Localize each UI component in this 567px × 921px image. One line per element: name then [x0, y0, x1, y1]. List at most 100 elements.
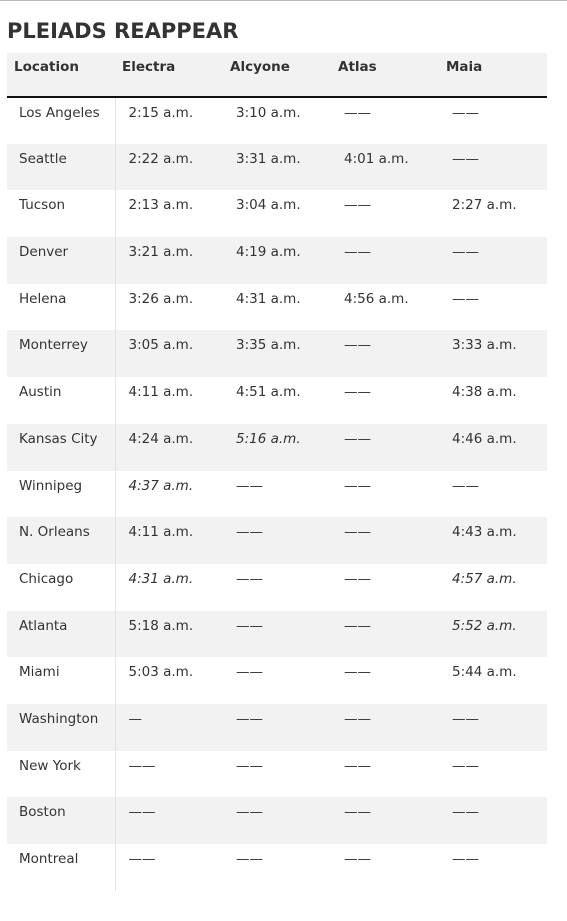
time-cell: 4:46 a.m. [439, 423, 547, 471]
column-header: Electra [115, 53, 223, 98]
time-cell: —— [344, 570, 371, 587]
time-cell: 3:04 a.m. [236, 197, 301, 214]
time-cell: —— [236, 664, 263, 681]
location-cell: Chicago [7, 563, 116, 611]
header-row: Location Electra Alcyone Atlas Maia [7, 53, 547, 98]
time-cell: —— [344, 664, 371, 681]
location-cell: Helena [7, 283, 116, 331]
time-cell: —— [223, 610, 331, 658]
time-cell: —— [439, 797, 547, 844]
table-header: Location Electra Alcyone Atlas Maia [7, 53, 547, 98]
time-cell: 5:44 a.m. [452, 664, 517, 681]
table-row: Washington — —— —— —— [7, 703, 547, 751]
time-cell: 4:11 a.m. [128, 384, 194, 401]
table-row: Denver 3:21 a.m. 4:19 a.m. —— —— [7, 237, 547, 284]
time-cell: —— [223, 517, 331, 564]
column-header: Location [7, 53, 115, 98]
time-cell: —— [331, 423, 439, 471]
location-cell: Boston [7, 797, 116, 844]
table-row: Chicago 4:31 a.m. —— —— 4:57 a.m. [7, 563, 547, 611]
location-cell: Winnipeg [7, 470, 116, 518]
time-cell: 3:05 a.m. [115, 330, 223, 378]
time-cell: —— [236, 757, 263, 774]
time-cell: 4:43 a.m. [439, 517, 547, 564]
time-cell: 5:03 a.m. [128, 664, 194, 681]
time-cell: —— [128, 757, 156, 774]
time-cell: —— [344, 197, 371, 214]
location-cell: New York [7, 750, 116, 798]
table-row: Miami 5:03 a.m. —— —— 5:44 a.m. [7, 657, 547, 704]
location-cell: Washington [7, 703, 116, 751]
column-header: Maia [439, 53, 547, 98]
time-cell: —— [439, 703, 547, 751]
table-row: N. Orleans 4:11 a.m. —— —— 4:43 a.m. [7, 517, 547, 564]
time-cell: —— [452, 757, 479, 774]
time-cell: —— [223, 797, 331, 844]
time-cell: 4:38 a.m. [452, 384, 517, 401]
time-cell: 4:31 a.m. [236, 290, 301, 307]
time-cell: 2:27 a.m. [452, 197, 517, 214]
time-cell: 2:15 a.m. [128, 105, 194, 121]
time-cell: —— [331, 237, 439, 284]
time-cell: 2:13 a.m. [128, 197, 194, 214]
table-row: Monterrey 3:05 a.m. 3:35 a.m. —— 3:33 a.m. [7, 330, 547, 378]
time-cell: 3:21 a.m. [115, 237, 223, 284]
column-header: Atlas [331, 53, 439, 98]
time-cell: —— [236, 477, 263, 494]
time-cell: —— [331, 703, 439, 751]
location-cell: N. Orleans [7, 517, 116, 564]
table-row: Austin 4:11 a.m. 4:51 a.m. —— 4:38 a.m. [7, 377, 547, 424]
time-cell: —— [331, 797, 439, 844]
time-cell: 4:56 a.m. [344, 290, 409, 307]
table-row: Boston —— —— —— —— [7, 797, 547, 844]
time-cell: 4:24 a.m. [115, 423, 223, 471]
time-cell: —— [115, 797, 223, 844]
table-row: Kansas City 4:24 a.m. 5:16 a.m. —— 4:46 a.m. [7, 423, 547, 471]
time-cell: 4:37 a.m. [128, 477, 194, 494]
time-cell: —— [344, 105, 371, 121]
time-cell: —— [236, 851, 263, 867]
time-cell: —— [439, 143, 547, 191]
location-cell: Seattle [7, 143, 116, 191]
time-cell: —— [452, 851, 479, 867]
location-cell: Montreal [7, 844, 116, 891]
time-cell: 2:22 a.m. [115, 143, 223, 191]
time-cell: —— [344, 757, 371, 774]
time-cell: 3:33 a.m. [439, 330, 547, 378]
table-row: Los Angeles 2:15 a.m. 3:10 a.m. —— —— [7, 97, 547, 144]
time-cell: —— [452, 105, 479, 121]
time-cell: —— [223, 703, 331, 751]
time-cell: 3:10 a.m. [236, 105, 301, 121]
time-cell: 4:19 a.m. [223, 237, 331, 284]
time-cell: —— [128, 851, 156, 867]
time-cell: 4:57 a.m. [452, 570, 517, 587]
time-cell: —— [452, 290, 479, 307]
location-cell: Kansas City [7, 423, 116, 471]
time-cell: 5:16 a.m. [223, 423, 331, 471]
table-row: Winnipeg 4:37 a.m. —— —— —— [7, 470, 547, 518]
time-cell: 4:31 a.m. [128, 570, 194, 587]
time-cell: —— [344, 851, 371, 867]
time-cell: —— [344, 477, 371, 494]
time-cell: 4:51 a.m. [236, 384, 301, 401]
time-cell: 5:18 a.m. [115, 610, 223, 658]
table-row: New York —— —— —— —— [7, 750, 547, 798]
time-cell: 3:26 a.m. [128, 290, 194, 307]
table-row: Helena 3:26 a.m. 4:31 a.m. 4:56 a.m. —— [7, 283, 547, 331]
table-row: Tucson 2:13 a.m. 3:04 a.m. —— 2:27 a.m. [7, 190, 547, 238]
column-header: Alcyone [223, 53, 331, 98]
location-cell: Tucson [7, 190, 116, 238]
location-cell: Los Angeles [7, 97, 116, 144]
time-cell: 4:01 a.m. [331, 143, 439, 191]
time-cell: 3:31 a.m. [223, 143, 331, 191]
table-row: Seattle 2:22 a.m. 3:31 a.m. 4:01 a.m. —— [7, 143, 547, 191]
table-body: Los Angeles 2:15 a.m. 3:10 a.m. —— —— Seattle… [7, 97, 547, 891]
location-cell: Atlanta [7, 610, 116, 658]
time-cell: —— [331, 517, 439, 564]
table-row: Atlanta 5:18 a.m. —— —— 5:52 a.m. [7, 610, 547, 658]
table: Location Electra Alcyone Atlas Maia Los Ange… [7, 53, 547, 891]
time-cell: 4:11 a.m. [115, 517, 223, 564]
time-cell: —— [439, 237, 547, 284]
location-cell: Miami [7, 657, 116, 704]
